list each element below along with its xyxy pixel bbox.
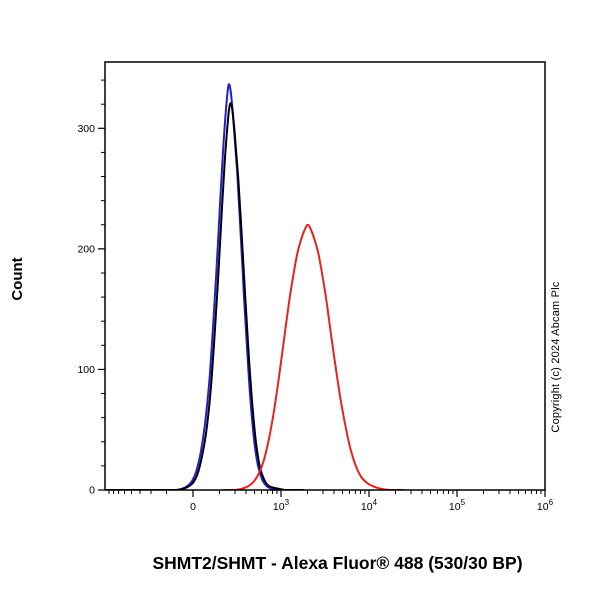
svg-text:105: 105 [449,498,466,513]
blue-curve [105,83,291,490]
svg-text:0: 0 [190,501,196,513]
chart-title: SHMT2/SHMT - Alexa Fluor® 488 (530/30 BP… [152,553,523,573]
svg-text:0: 0 [89,485,95,497]
svg-text:200: 200 [77,243,95,255]
svg-text:104: 104 [361,498,378,513]
copyright-notice: Copyright (c) 2024 Abcam Plc [550,281,562,433]
svg-text:300: 300 [77,123,95,135]
svg-text:100: 100 [77,364,95,376]
svg-text:103: 103 [273,498,290,513]
red-curve [222,223,406,490]
black-curve [105,102,304,490]
svg-text:106: 106 [537,498,554,513]
